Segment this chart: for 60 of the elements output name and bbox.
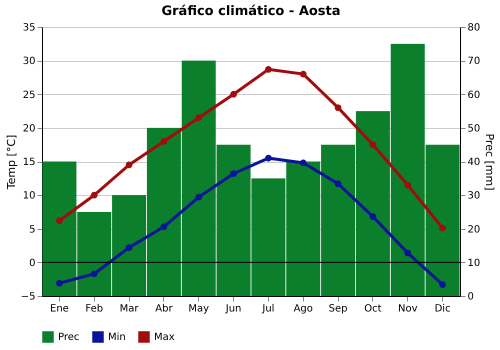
y-tick-label: 15 — [22, 157, 36, 168]
x-tick-label: Ago — [294, 304, 313, 314]
point — [404, 250, 412, 256]
y2-tick-label: 60 — [468, 90, 480, 101]
y-tick-label: −5 — [20, 292, 36, 302]
y-tick-label: 10 — [22, 190, 36, 202]
point — [265, 66, 272, 73]
point — [90, 192, 98, 198]
y2-tick-label: 10 — [468, 258, 480, 269]
point — [90, 270, 98, 278]
y2-tick-label: 80 — [468, 22, 480, 34]
y-tick-label: 35 — [22, 22, 36, 34]
point — [160, 138, 168, 145]
y2-tick-label: 40 — [468, 157, 480, 168]
x-tick-label: Nov — [398, 304, 418, 314]
point — [160, 223, 168, 230]
x-tick-label: Oct — [364, 304, 382, 314]
x-tick-label: Jul — [261, 304, 274, 314]
chart-title: Gráfico climático - Aosta — [161, 4, 341, 19]
x-tick-label: Abr — [155, 304, 174, 314]
x-tick-label: Jun — [224, 304, 242, 314]
point — [126, 244, 132, 251]
y2-tick-label: 50 — [468, 123, 480, 134]
point — [56, 280, 63, 287]
y2-tick-label: 30 — [468, 190, 480, 202]
y-tick-label: 20 — [22, 123, 36, 134]
point — [370, 213, 376, 220]
point — [195, 194, 202, 200]
y-tick-label: 0 — [29, 258, 36, 269]
y-tick-label: 30 — [22, 56, 36, 68]
y-axis-title: Temp [°C] — [4, 134, 18, 190]
point — [265, 154, 272, 162]
y2-tick-label: 0 — [468, 292, 474, 302]
point — [439, 281, 446, 288]
point — [195, 114, 202, 122]
point — [126, 162, 132, 168]
point — [300, 70, 307, 78]
point — [404, 182, 412, 188]
legend-label: Min — [108, 332, 126, 343]
y2-tick-label: 70 — [468, 56, 480, 68]
x-tick-label: Dic — [434, 304, 451, 314]
y-tick-label: 5 — [29, 224, 36, 236]
point — [334, 180, 342, 188]
point — [370, 141, 376, 148]
y-tick-label: 25 — [22, 90, 36, 101]
legend-label: Max — [154, 332, 175, 343]
x-tick-label: Ene — [50, 304, 69, 314]
point — [230, 170, 237, 177]
point — [230, 90, 237, 98]
point — [56, 217, 63, 224]
x-tick-label: Mar — [120, 304, 140, 314]
x-tick-label: Feb — [85, 304, 104, 314]
point — [439, 224, 446, 232]
x-tick-label: Sep — [328, 304, 348, 314]
y2-tick-label: 20 — [468, 224, 480, 236]
y2-axis-title: Prec [mm] — [483, 133, 496, 191]
point — [334, 104, 342, 112]
x-tick-label: May — [188, 304, 210, 314]
point — [300, 160, 307, 166]
legend-label: Prec — [58, 332, 80, 343]
